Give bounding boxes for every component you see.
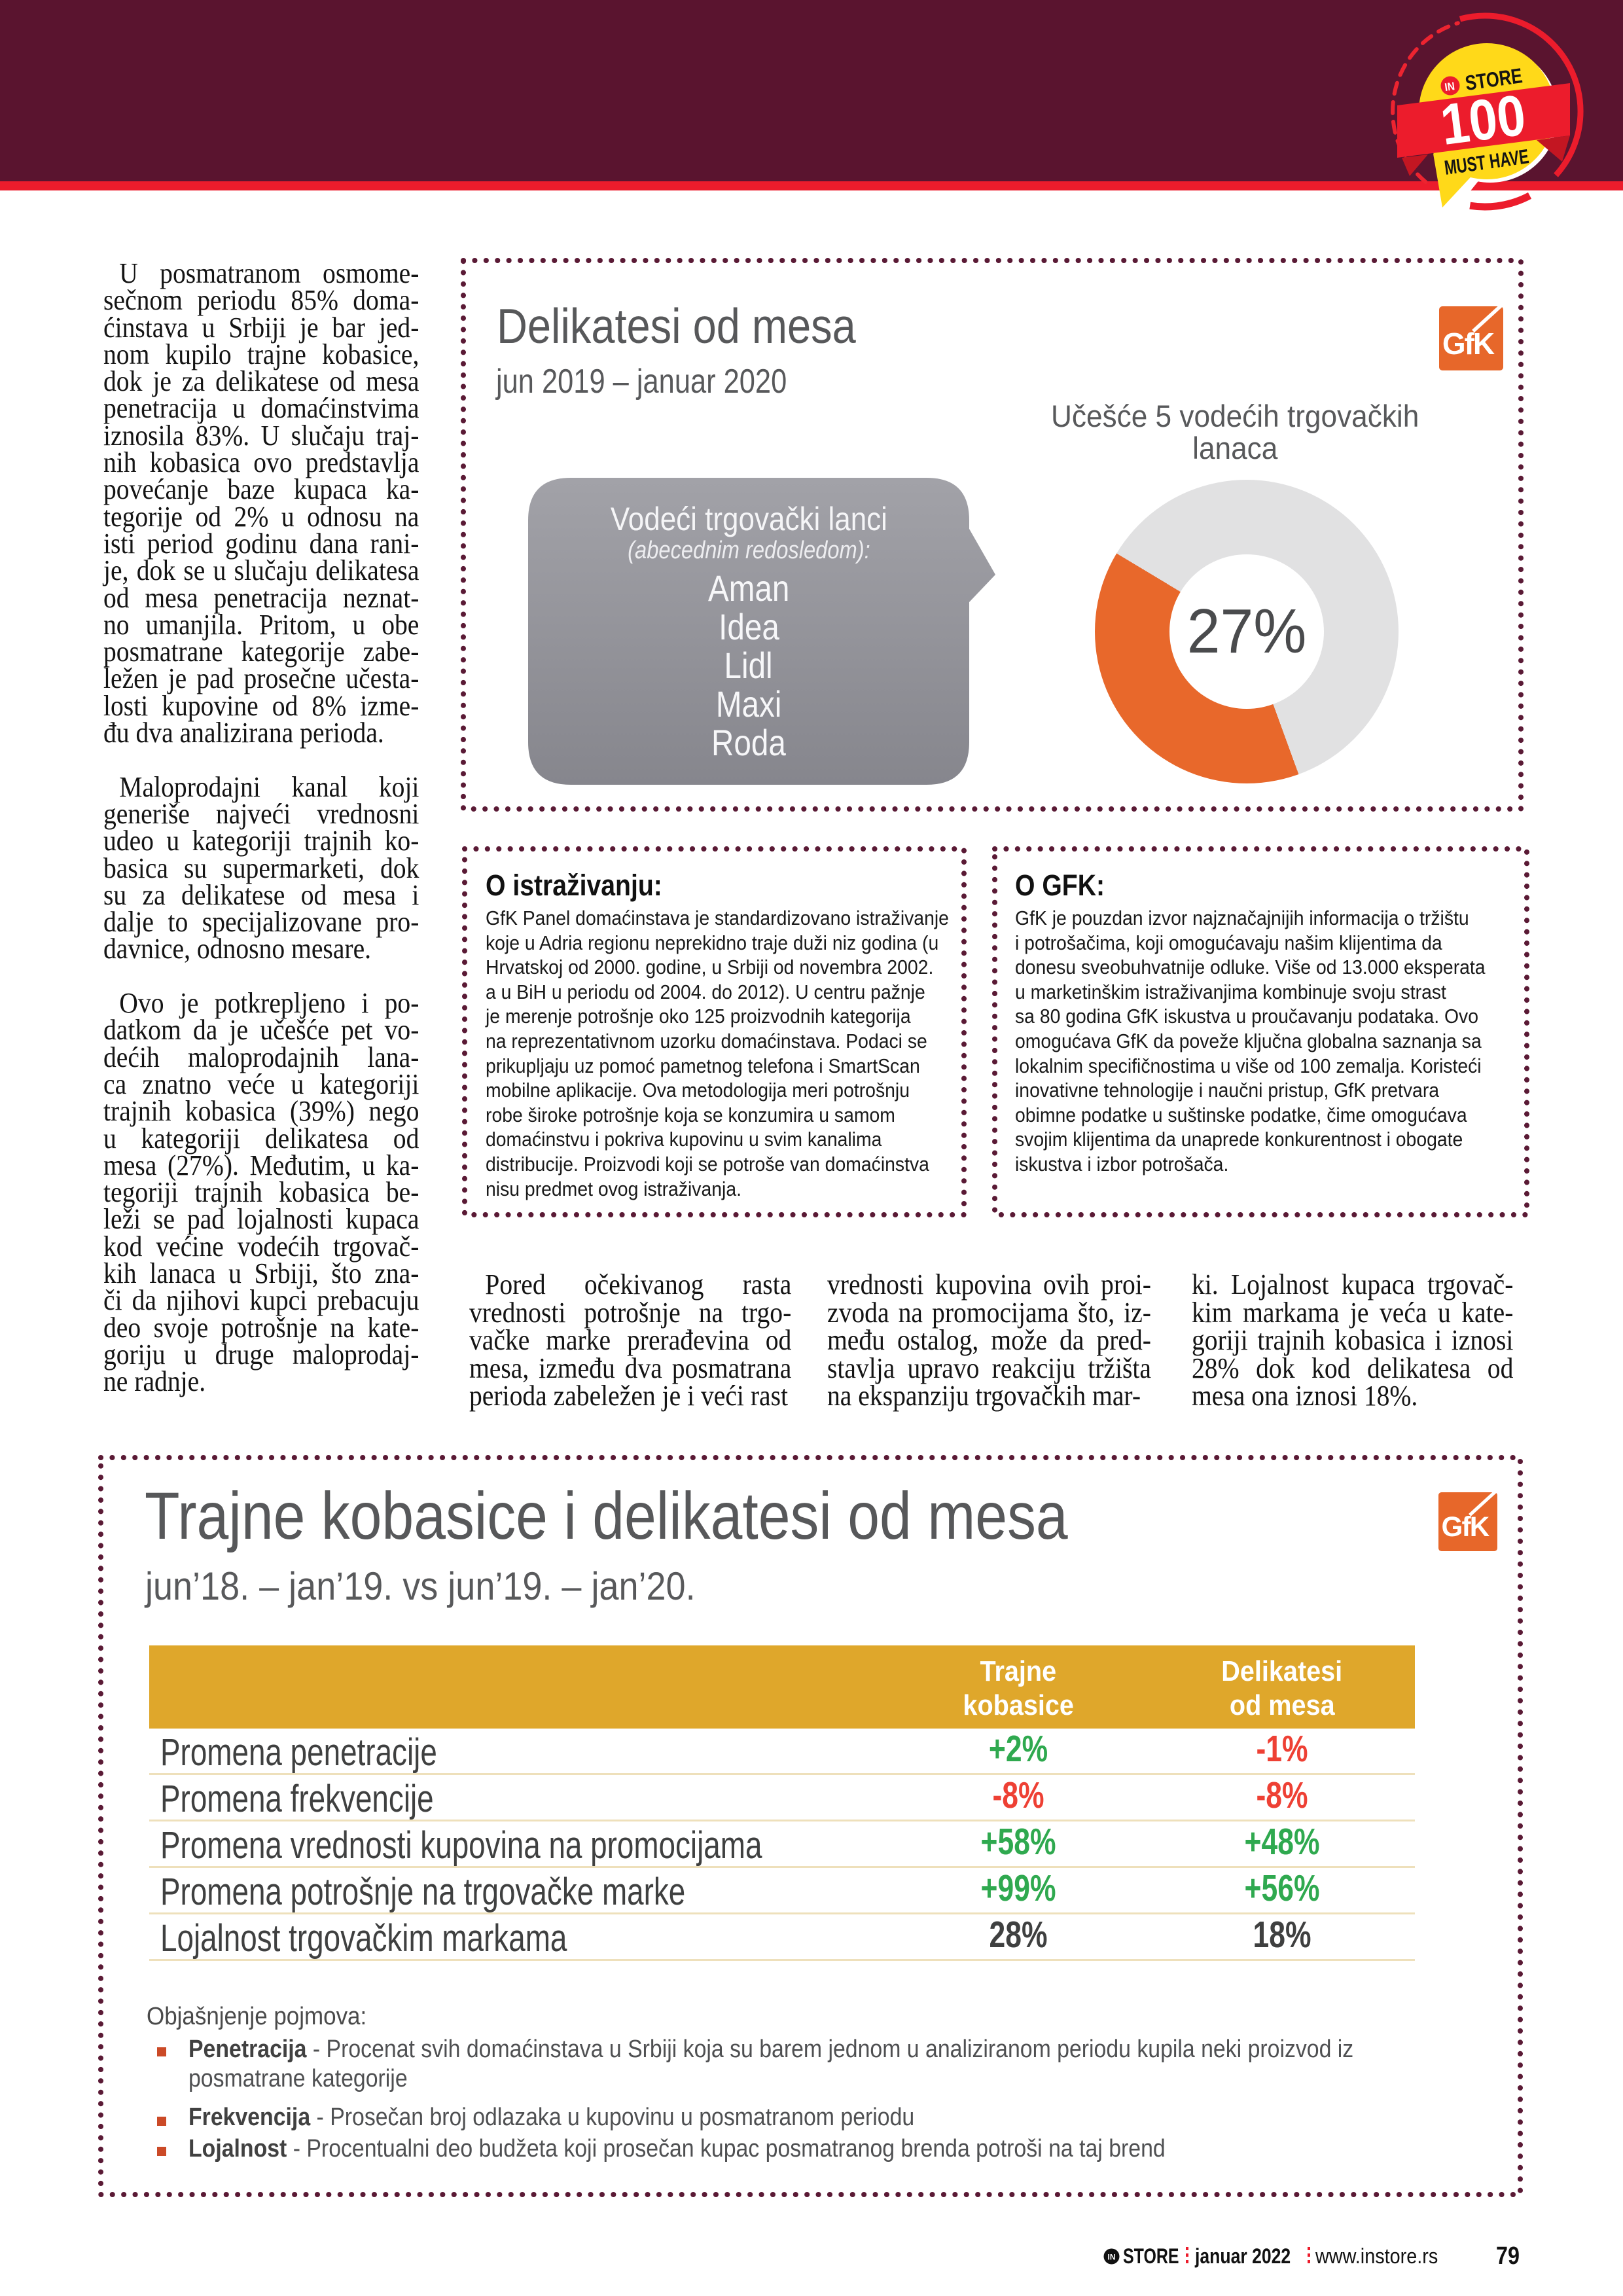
svg-text:IN: IN — [1444, 80, 1455, 94]
svg-text:GfK: GfK — [1441, 1511, 1489, 1542]
svg-text:IN: IN — [1108, 2253, 1116, 2262]
svg-text:GfK: GfK — [1442, 327, 1495, 361]
